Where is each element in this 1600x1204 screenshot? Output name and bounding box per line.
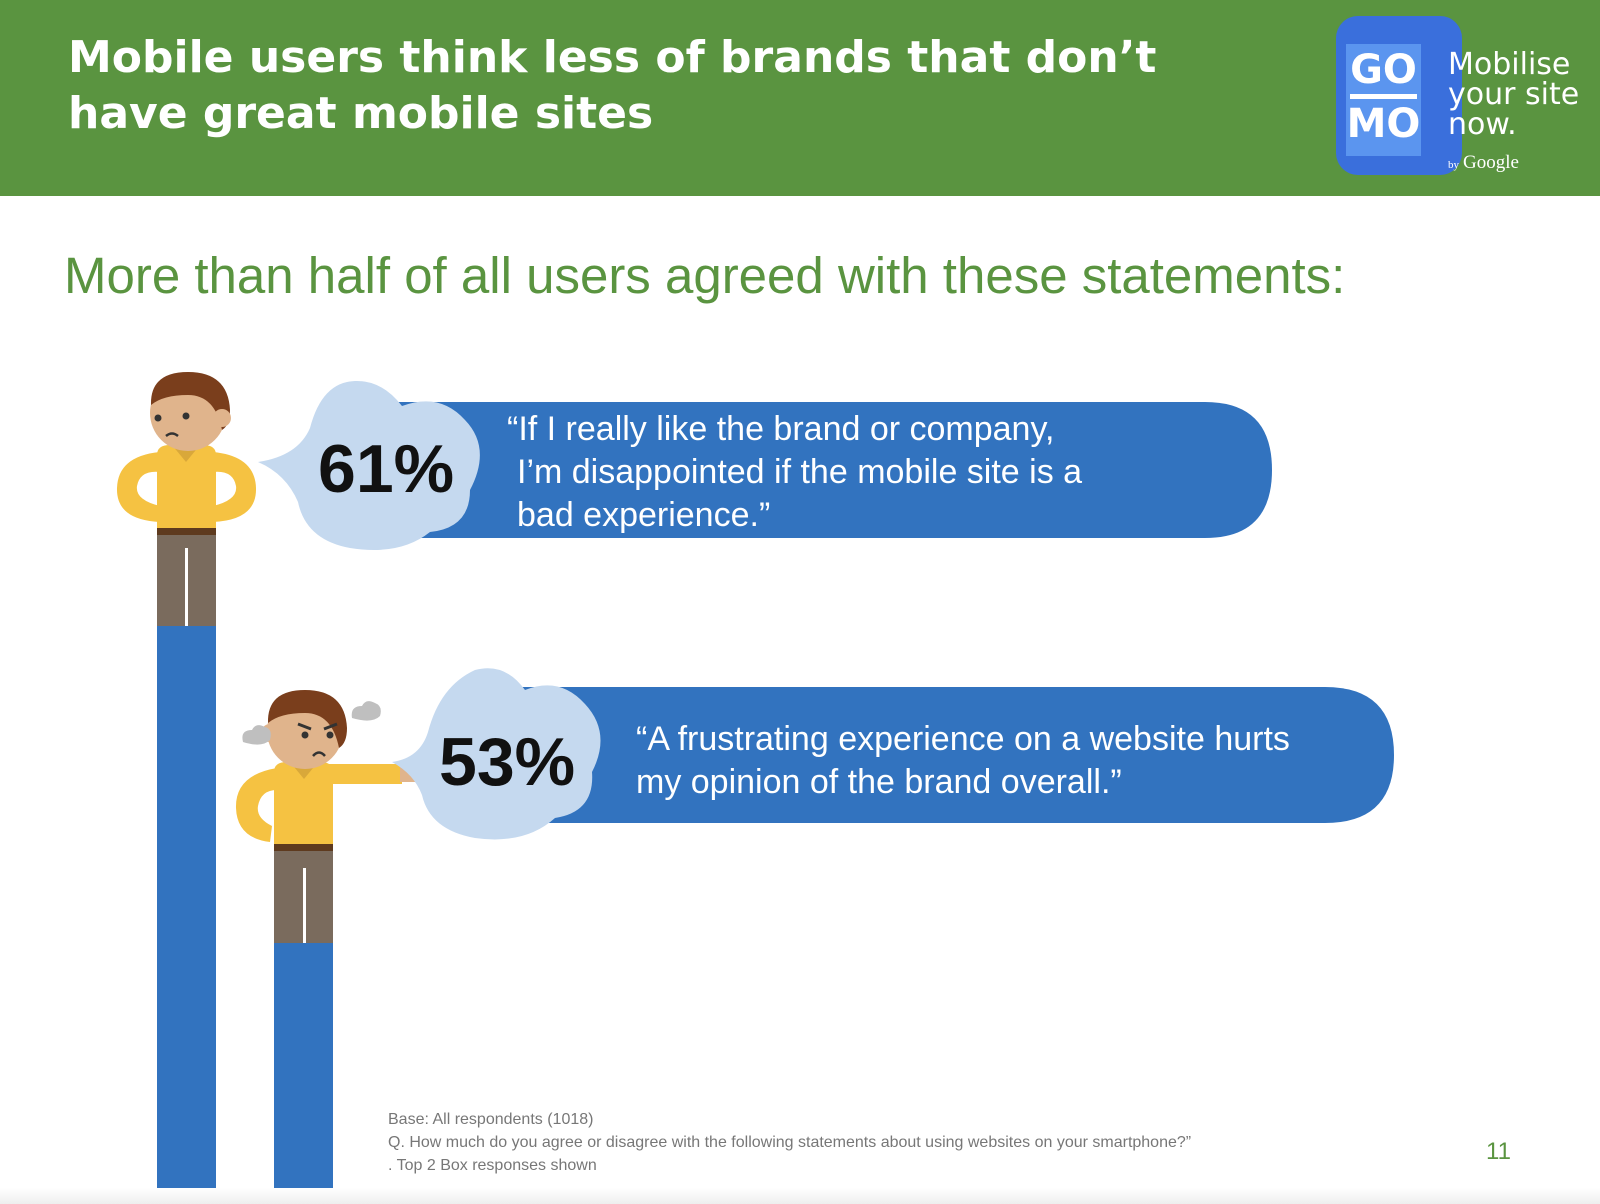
footnote-note: . Top 2 Box responses shown xyxy=(388,1157,597,1174)
stat-value-2: 53% xyxy=(439,724,576,800)
by-google-label: by Google xyxy=(1448,152,1519,174)
person-2-eye-right xyxy=(326,731,334,739)
person-1-eye-left xyxy=(154,414,162,422)
logo-panel xyxy=(1346,44,1421,156)
tagline-line-1: Mobilise xyxy=(1448,47,1571,82)
person-figure-1 xyxy=(116,372,257,1204)
person-2-shirt xyxy=(274,762,333,844)
quote-2: “A frustrating experience on a website h… xyxy=(636,718,1290,804)
person-1-right-arm xyxy=(213,452,257,522)
bar-2 xyxy=(274,943,333,1204)
person-1-hair xyxy=(150,372,230,430)
header-banner: Mobile users think less of brands that d… xyxy=(0,0,1600,196)
quote-band-1 xyxy=(390,402,1272,538)
quote-1-line-2: I’m disappointed if the mobile site is a xyxy=(517,453,1083,491)
quote-1-line-3: bad experience.” xyxy=(517,496,771,534)
quote-band-2 xyxy=(510,687,1394,823)
person-1-pants-line xyxy=(185,548,188,626)
person-2-pointing-arm xyxy=(320,764,402,784)
logo-text-go: GO xyxy=(1350,47,1417,93)
person-2-mouth xyxy=(312,751,326,757)
person-2-brow-left xyxy=(297,722,312,731)
google-wordmark: Google xyxy=(1463,152,1519,173)
quote-2-line-2: my opinion of the brand overall.” xyxy=(636,763,1122,801)
person-1-eye-right xyxy=(182,412,190,420)
speech-bubble-2 xyxy=(392,668,1394,840)
person-1-left-arm xyxy=(116,452,160,522)
cloud-2 xyxy=(392,668,601,840)
slide-title-line-2: have great mobile sites xyxy=(68,88,654,139)
page-number: 11 xyxy=(1486,1138,1511,1165)
slide-title: Mobile users think less of brands that d… xyxy=(68,30,1157,142)
speech-bubble-1 xyxy=(258,380,1272,550)
tagline-line-2: your site xyxy=(1448,77,1580,112)
person-2-belt xyxy=(274,844,333,851)
person-2-hair xyxy=(267,690,347,748)
quote-1-line-1: “If I really like the brand or company, xyxy=(507,410,1055,448)
person-1-mouth xyxy=(165,432,179,438)
person-2-left-arm xyxy=(235,768,277,842)
footnote: Base: All respondents (1018) Q. How much… xyxy=(388,1108,1191,1177)
quote-1: “If I really like the brand or company, … xyxy=(507,408,1082,537)
stat-value-1: 61% xyxy=(318,431,455,507)
steam-puff-left xyxy=(242,725,271,745)
logo-text-mo: MO xyxy=(1346,101,1421,147)
footnote-question: Q. How much do you agree or disagree wit… xyxy=(388,1134,1192,1151)
tagline-line-3: now. xyxy=(1448,107,1517,142)
person-2-eye-left xyxy=(301,731,309,739)
slide-title-line-1: Mobile users think less of brands that d… xyxy=(68,32,1157,83)
logo-divider xyxy=(1350,94,1417,99)
gomo-logo: GO MO xyxy=(1336,16,1462,175)
person-1-belt xyxy=(157,528,216,535)
cloud-1 xyxy=(258,380,480,550)
quote-2-line-1: “A frustrating experience on a website h… xyxy=(636,720,1290,758)
slide-bottom-edge xyxy=(0,1188,1600,1204)
by-label: by xyxy=(1448,159,1459,171)
footnote-base: Base: All respondents (1018) xyxy=(388,1111,594,1128)
person-2-pants-line xyxy=(303,868,306,943)
bar-1 xyxy=(157,626,216,1204)
person-1-shirt xyxy=(157,445,216,528)
tagline: Mobilise your site now. xyxy=(1448,50,1579,140)
person-1-ear xyxy=(213,409,231,427)
steam-puff-right xyxy=(351,701,381,721)
person-2-brow-right xyxy=(323,722,338,731)
slide-subtitle: More than half of all users agreed with … xyxy=(64,247,1346,304)
